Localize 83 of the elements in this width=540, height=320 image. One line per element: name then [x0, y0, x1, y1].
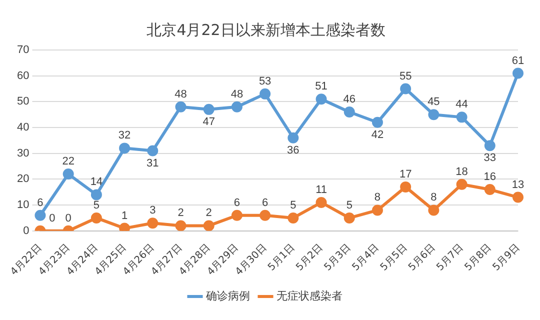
data-label: 1 — [121, 210, 128, 222]
data-label: 14 — [90, 176, 103, 188]
data-label: 5 — [93, 199, 100, 212]
point — [260, 88, 271, 100]
point — [231, 101, 242, 112]
point — [147, 218, 158, 229]
point — [512, 68, 524, 79]
point — [484, 140, 496, 152]
point — [456, 112, 468, 123]
data-label: 53 — [258, 75, 272, 88]
data-label: 47 — [202, 116, 215, 128]
y-tick-label: 30 — [16, 147, 30, 160]
data-label: 45 — [428, 96, 440, 108]
data-label: 32 — [118, 130, 131, 142]
data-label: 22 — [62, 156, 74, 168]
legend-label: 确诊病例 — [205, 289, 250, 302]
point — [62, 168, 74, 180]
point — [119, 222, 130, 231]
data-label: 55 — [399, 70, 412, 82]
point — [119, 142, 130, 154]
data-label: 18 — [456, 166, 468, 178]
data-label: 3 — [150, 204, 156, 217]
data-label: 51 — [315, 80, 328, 93]
point — [344, 212, 355, 224]
point — [372, 204, 383, 216]
data-label: 33 — [484, 152, 496, 164]
data-label: 36 — [287, 144, 300, 156]
data-label: 8 — [430, 192, 437, 204]
point — [175, 101, 186, 112]
data-label: 46 — [343, 94, 356, 106]
data-label: 6 — [234, 196, 240, 209]
x-tick-label: 5月4日 — [350, 242, 382, 274]
chart-title: 北京4月22日以来新增本土感染者数 — [146, 20, 386, 39]
y-tick-label: 40 — [16, 122, 30, 134]
point — [484, 184, 496, 196]
y-tick-label: 60 — [16, 70, 30, 82]
data-label: 0 — [49, 212, 56, 224]
data-label: 5 — [346, 199, 352, 212]
data-label: 6 — [262, 196, 268, 209]
point — [344, 106, 355, 118]
point — [203, 104, 214, 115]
data-label: 11 — [316, 184, 327, 196]
point — [231, 210, 242, 221]
point — [147, 145, 158, 156]
data-label: 61 — [512, 54, 524, 67]
point — [400, 83, 412, 94]
point — [90, 212, 102, 224]
point — [456, 178, 468, 190]
data-label: 2 — [178, 207, 184, 220]
data-label: 31 — [146, 157, 159, 170]
point — [34, 210, 46, 221]
y-tick-label: 20 — [16, 173, 30, 186]
data-label: 48 — [230, 88, 244, 100]
y-tick-label: 70 — [16, 44, 30, 56]
data-label: 44 — [456, 98, 468, 111]
point — [512, 192, 524, 203]
point — [316, 94, 327, 105]
point — [428, 204, 440, 216]
point — [428, 109, 440, 120]
x-tick-label: 5月9日 — [491, 242, 522, 274]
point — [203, 220, 214, 231]
data-label: 2 — [206, 207, 212, 220]
data-label: 0 — [65, 212, 72, 224]
point — [372, 116, 383, 128]
data-label: 6 — [37, 196, 44, 209]
point — [316, 196, 327, 208]
data-label: 17 — [399, 168, 412, 180]
data-label: 5 — [290, 199, 296, 212]
data-label: 42 — [371, 128, 384, 141]
point — [288, 212, 299, 224]
data-label: 13 — [512, 178, 524, 191]
data-label: 16 — [484, 171, 496, 184]
data-label: 48 — [174, 88, 187, 100]
point — [90, 189, 102, 200]
legend-label: 无症状感染者 — [276, 289, 342, 302]
point — [260, 210, 271, 221]
point — [175, 220, 186, 231]
point — [288, 132, 299, 144]
data-label: 8 — [374, 192, 381, 204]
y-tick-label: 0 — [23, 224, 30, 237]
y-tick-label: 50 — [16, 96, 30, 108]
y-tick-label: 10 — [16, 199, 30, 212]
point — [400, 181, 412, 192]
